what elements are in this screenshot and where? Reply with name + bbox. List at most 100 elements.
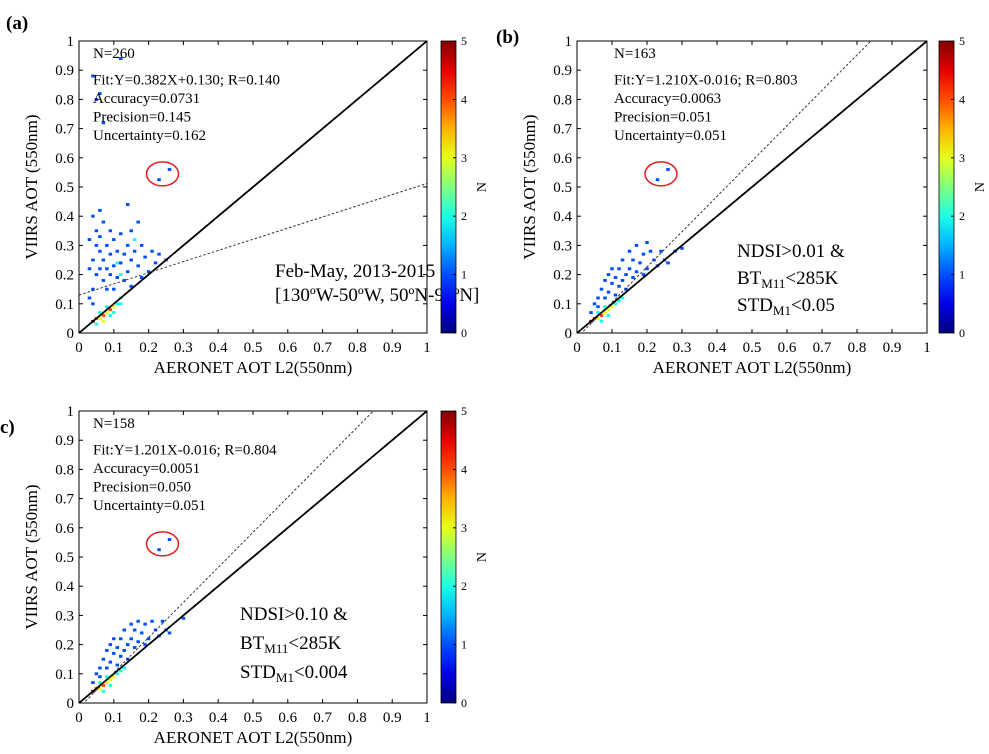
colorbar-label: N (475, 182, 490, 192)
heatmap-cell (617, 267, 621, 271)
heatmap-cell (98, 666, 102, 670)
plot-area (79, 41, 427, 333)
heatmap-cell (108, 684, 113, 687)
x-tick-label: 1 (923, 340, 931, 356)
heatmap-cell (101, 319, 106, 323)
x-axis-label: AERONET AOT L2(550nm) (154, 728, 353, 747)
heatmap-cell (680, 246, 684, 250)
stat-line: N=158 (93, 416, 135, 432)
stat-line: Precision=0.145 (93, 110, 191, 126)
heatmap-cell (105, 243, 109, 247)
x-tick-label: 0 (573, 340, 581, 356)
chart-panel: c) 0 0.1 0.2 0.3 0.4 0.5 0.6 0.7 0.8 0.9 1 0 0.1 0.2 0.… (0, 404, 490, 747)
stat-line: Fit:Y=0.382X+0.130; R=0.140 (93, 73, 280, 89)
note-line: NDSI>0.10 & (240, 604, 348, 625)
heatmap-cell (150, 619, 154, 623)
heatmap-cell (101, 314, 106, 317)
heatmap-cell (105, 681, 109, 685)
stat-line: Uncertainty=0.051 (93, 498, 206, 514)
heatmap-cell (112, 637, 116, 641)
y-tick-label: 0.2 (55, 638, 74, 654)
note-part: NDSI>0.10 & (240, 604, 348, 625)
heatmap-cell (613, 302, 618, 306)
colorbar-tick-label: 2 (461, 579, 467, 593)
x-tick-label: 0.8 (348, 340, 367, 356)
y-axis-label: VIIRS AOT (550nm) (22, 114, 41, 259)
one-to-one-line (79, 41, 427, 333)
colorbar-tick-label: 2 (461, 209, 467, 223)
heatmap-cell (98, 681, 102, 685)
heatmap-cell (617, 299, 621, 303)
heatmap-cell (603, 296, 607, 300)
colorbar-label: N (973, 182, 988, 192)
heatmap-cell (122, 278, 126, 282)
note-line: [130ºW-50ºW, 50ºN-90ºN] (275, 285, 479, 306)
heatmap-cell (112, 311, 116, 315)
colorbar-tick-label: 3 (959, 151, 965, 165)
heatmap-cell (122, 628, 126, 632)
x-tick-label: 0.5 (743, 340, 762, 356)
heatmap-cell (143, 643, 147, 647)
heatmap-cell (606, 308, 611, 312)
y-tick-label: 0.8 (55, 92, 74, 108)
stat-line: Fit:Y=1.201X-0.016; R=0.804 (93, 443, 277, 459)
heatmap-cell (105, 267, 109, 271)
x-tick-label: 0.2 (139, 340, 158, 356)
stat-line: Accuracy=0.0051 (93, 461, 200, 477)
heatmap-cell (610, 305, 614, 309)
fit-line (82, 411, 375, 703)
y-tick-label: 1 (67, 34, 75, 50)
note-line: BTM11<285K (737, 268, 839, 291)
heatmap-cell (613, 276, 618, 279)
note-line: NDSI>0.01 & (737, 241, 845, 262)
heatmap-cell (167, 538, 172, 541)
x-tick-label: 0.9 (383, 340, 402, 356)
heatmap-cell (139, 631, 144, 635)
note-part: <285K (288, 633, 341, 654)
panel-label: (a) (6, 13, 28, 34)
note-line: STDM1<0.05 (737, 295, 835, 318)
heatmap-cell (105, 666, 109, 670)
y-tick-label: 0.5 (55, 180, 74, 196)
note-subscript: M11 (761, 276, 785, 291)
stat-line: Precision=0.051 (614, 110, 712, 126)
y-tick-label: 0.3 (55, 608, 74, 624)
y-tick-label: 0.6 (55, 521, 74, 537)
note-part: <0.004 (294, 662, 348, 683)
heatmap-cell (613, 293, 618, 297)
heatmap-cell (129, 622, 133, 626)
note-part: BT (737, 268, 762, 289)
outlier-circle (145, 161, 180, 187)
heatmap-cell (129, 229, 133, 233)
heatmap-cell (634, 270, 639, 274)
heatmap-cell (91, 302, 95, 306)
heatmap-cell (119, 669, 123, 673)
heatmap-cell (98, 92, 102, 96)
heatmap-cell (98, 675, 102, 679)
y-tick-label: 1 (67, 404, 75, 420)
heatmap-cell (129, 284, 133, 288)
heatmap-cell (599, 314, 604, 317)
y-tick-label: 0 (565, 326, 573, 342)
x-tick-label: 0.6 (278, 710, 297, 726)
note-line: STDM1<0.004 (240, 662, 348, 685)
heatmap-cell (119, 57, 123, 60)
heatmap-cell (91, 258, 95, 262)
y-tick-label: 0.9 (55, 63, 74, 79)
heatmap-cell (94, 322, 99, 326)
x-tick-label: 0.3 (673, 340, 692, 356)
stat-line: Uncertainty=0.051 (614, 128, 727, 144)
stat-line: N=163 (614, 46, 656, 62)
x-tick-label: 0 (75, 340, 83, 356)
heatmap-cell (157, 178, 161, 182)
heatmap-cell (181, 616, 186, 620)
colorbar-tick-label: 4 (959, 92, 965, 106)
heatmap-cell (94, 273, 99, 277)
x-tick-label: 0.1 (104, 710, 123, 726)
heatmap-cell (645, 267, 649, 271)
heatmap-cell (136, 640, 140, 644)
outlier-circle (644, 161, 678, 187)
heatmap-cell (119, 273, 123, 277)
x-tick-label: 0.3 (174, 340, 193, 356)
outlier-circle (145, 531, 180, 557)
